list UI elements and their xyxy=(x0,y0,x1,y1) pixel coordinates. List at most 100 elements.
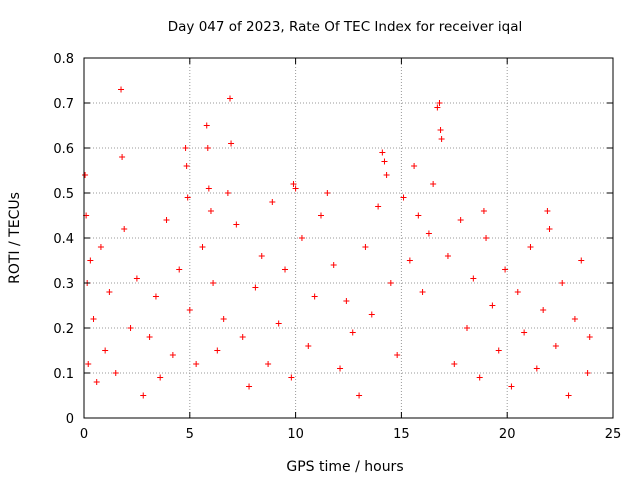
y-tick-label: 0 xyxy=(66,412,74,427)
data-point xyxy=(146,334,153,340)
data-point xyxy=(470,275,477,282)
data-point xyxy=(571,316,578,322)
data-point xyxy=(425,230,432,237)
data-point xyxy=(193,361,200,367)
data-point xyxy=(476,374,483,381)
data-point xyxy=(184,194,191,201)
data-point xyxy=(489,302,496,309)
data-point xyxy=(356,392,363,399)
data-point xyxy=(337,365,344,372)
data-point xyxy=(343,298,350,304)
data-point xyxy=(451,361,458,367)
data-point xyxy=(82,172,89,178)
y-tick-label: 0.5 xyxy=(53,187,74,202)
data-point xyxy=(483,235,490,241)
x-tick-label: 20 xyxy=(499,427,516,442)
data-point xyxy=(204,145,211,151)
data-point xyxy=(406,257,413,264)
data-point xyxy=(224,190,231,196)
x-tick-label: 10 xyxy=(287,427,304,442)
data-point xyxy=(90,316,97,322)
data-point xyxy=(430,181,437,187)
data-point xyxy=(586,334,593,340)
data-point xyxy=(205,185,212,192)
data-point xyxy=(214,347,221,354)
data-point xyxy=(434,104,441,111)
data-point xyxy=(228,140,235,147)
data-point xyxy=(419,289,426,295)
data-point xyxy=(379,149,386,156)
data-point xyxy=(330,262,337,268)
data-point xyxy=(544,208,551,214)
data-point xyxy=(121,226,128,232)
data-point xyxy=(565,392,572,399)
data-point xyxy=(199,244,206,250)
data-point xyxy=(444,253,451,259)
data-points xyxy=(82,86,593,399)
y-tick-label: 0.6 xyxy=(53,142,74,157)
data-point xyxy=(400,194,407,201)
data-point xyxy=(119,154,126,160)
x-axis: 0 5 10 15 20 25 xyxy=(80,58,621,442)
y-tick-label: 0.7 xyxy=(53,97,74,112)
data-point xyxy=(552,343,559,349)
data-point xyxy=(246,383,253,390)
data-point xyxy=(265,361,272,367)
data-point xyxy=(311,293,318,300)
data-point xyxy=(210,280,217,286)
data-point xyxy=(127,325,134,331)
data-point xyxy=(292,185,299,192)
data-point xyxy=(152,293,159,300)
data-point xyxy=(269,199,276,205)
data-point xyxy=(375,203,382,210)
data-point xyxy=(85,361,92,367)
data-point xyxy=(436,100,443,106)
data-point xyxy=(163,217,170,223)
data-point xyxy=(102,347,109,354)
data-point xyxy=(298,235,305,241)
data-point xyxy=(140,392,147,399)
x-tick-label: 25 xyxy=(605,427,622,442)
data-point xyxy=(362,244,369,250)
data-point xyxy=(533,365,540,372)
data-point xyxy=(411,163,418,169)
data-point xyxy=(368,311,375,318)
data-point xyxy=(182,145,189,151)
data-point xyxy=(383,172,390,178)
data-point xyxy=(233,221,240,228)
y-axis-title: ROTI / TECUs xyxy=(7,192,23,284)
y-tick-label: 0.3 xyxy=(53,277,74,292)
data-point xyxy=(584,370,591,376)
data-point xyxy=(578,257,585,264)
data-point xyxy=(87,257,94,264)
data-point xyxy=(457,217,464,223)
data-point xyxy=(93,379,100,385)
data-point xyxy=(394,352,401,358)
data-point xyxy=(112,370,119,376)
data-point xyxy=(324,190,331,196)
y-tick-label: 0.1 xyxy=(53,367,74,382)
x-tick-label: 0 xyxy=(80,427,88,442)
data-point xyxy=(317,212,324,219)
data-point xyxy=(258,253,265,259)
data-point xyxy=(186,307,193,313)
data-point xyxy=(183,163,190,169)
data-point xyxy=(288,374,295,381)
data-point xyxy=(438,136,445,142)
data-point xyxy=(349,329,356,336)
data-point xyxy=(227,95,234,102)
x-tick-label: 15 xyxy=(393,427,410,442)
data-point xyxy=(527,244,534,250)
data-point xyxy=(514,289,521,295)
data-point xyxy=(207,208,214,214)
grid xyxy=(84,58,613,418)
data-point xyxy=(437,127,444,133)
x-axis-title: GPS time / hours xyxy=(286,459,403,475)
data-point xyxy=(106,289,113,295)
data-point xyxy=(415,212,422,219)
y-tick-label: 0.8 xyxy=(53,52,74,67)
data-point xyxy=(252,284,259,291)
data-point xyxy=(387,280,394,286)
data-point xyxy=(521,329,528,336)
